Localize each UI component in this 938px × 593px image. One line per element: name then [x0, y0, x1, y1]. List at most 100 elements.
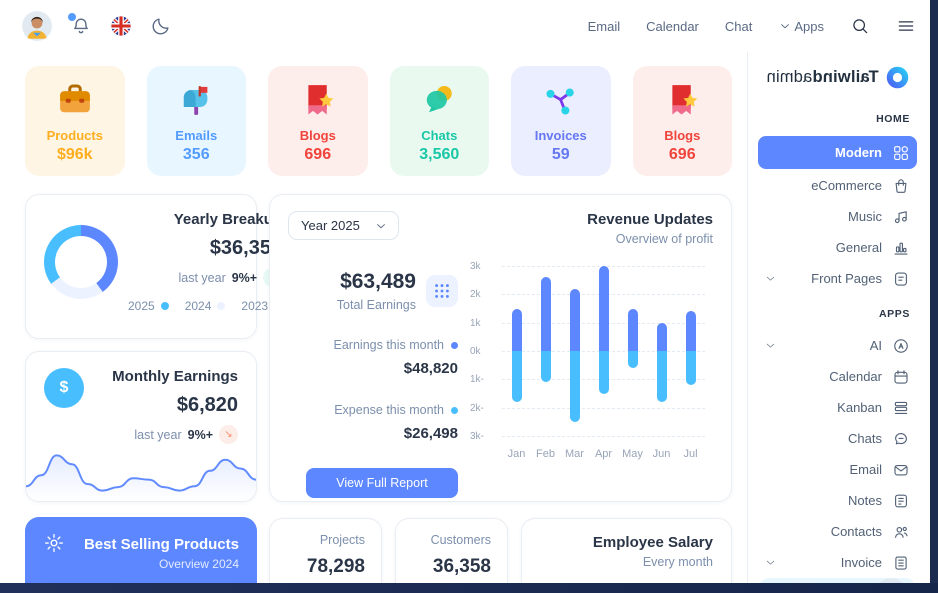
sidebar-item-kanban[interactable]: Kanban	[758, 392, 917, 423]
legend-dot	[160, 302, 169, 310]
notifications-button[interactable]	[68, 13, 92, 37]
profile-name: Mathew	[817, 581, 865, 584]
bar-chart-icon	[892, 239, 910, 257]
stat-card-label: Blogs	[664, 127, 701, 143]
bar-expense	[627, 351, 638, 368]
x-axis-label: Jul	[683, 448, 698, 460]
menu-button[interactable]	[896, 16, 916, 36]
customers-label: Customers	[430, 533, 491, 547]
sidebar-item-modern[interactable]: Modern	[758, 136, 917, 169]
chevron-down-icon	[764, 556, 777, 569]
apps-label: Apps	[794, 18, 824, 34]
y-axis-label: 2k-	[470, 402, 484, 414]
nav-link-calendar[interactable]: Calendar	[646, 18, 699, 34]
stat-card-invoices[interactable]: Invoices 59	[511, 66, 611, 176]
customers-card: Customers 36,358	[395, 518, 508, 583]
employee-salary-subtitle: Every month	[642, 555, 713, 569]
share-nodes-icon	[540, 79, 582, 121]
x-axis-label: Feb	[536, 448, 555, 460]
stat-card-emails[interactable]: Emails 356	[146, 66, 246, 176]
notification-dot	[68, 13, 76, 21]
sidebar-item-label: Kanban	[837, 400, 882, 415]
contacts-icon	[892, 523, 910, 541]
best-selling-title: Best Selling Products	[83, 536, 239, 553]
sidebar-item-contacts[interactable]: Contacts	[758, 516, 917, 547]
bar-expense	[511, 351, 522, 402]
bag-icon	[892, 177, 910, 195]
bar-jun[interactable]	[656, 266, 667, 436]
dark-mode-toggle[interactable]	[150, 15, 172, 37]
grid-line	[502, 407, 705, 409]
stat-cards-row: Products $96k Emails 356 Blogs 696 Chats 3,560 I…	[25, 66, 732, 176]
sidebar-item-calendar[interactable]: Calendar	[758, 361, 917, 392]
sidebar-item-email[interactable]: Email	[758, 454, 917, 485]
nav-link-email[interactable]: Email	[587, 18, 621, 34]
grid-icon	[892, 144, 910, 162]
stat-card-chats[interactable]: Chats 3,560	[389, 66, 489, 176]
sidebar-item-label: General	[835, 240, 882, 255]
earnings-month-value: $48,820	[403, 360, 458, 377]
bar-expense	[540, 351, 551, 383]
invoice-icon	[892, 554, 910, 572]
sidebar-item-ai[interactable]: AI	[758, 330, 917, 361]
profile-avatar	[874, 578, 908, 583]
sidebar-item-general[interactable]: General	[758, 232, 917, 263]
uk-flag-icon	[110, 15, 132, 37]
total-earnings-amount: $63,489	[340, 270, 416, 293]
bar-expense	[685, 351, 696, 385]
top-bar: Email Calendar Chat Apps	[0, 0, 930, 52]
stat-card-value: 59	[551, 145, 570, 163]
bar-apr[interactable]	[598, 266, 609, 436]
stat-card-value: 696	[304, 145, 332, 163]
nav-link-apps[interactable]: Apps	[778, 19, 824, 34]
stat-card-blogs[interactable]: Blogs 696	[268, 66, 368, 176]
stat-card-blogs[interactable]: Blogs 696	[632, 66, 732, 176]
bar-jan[interactable]	[511, 266, 522, 436]
bookmark-star-icon	[661, 79, 703, 121]
bar-jul[interactable]	[685, 266, 696, 436]
grid-dots-button[interactable]	[426, 275, 458, 307]
earnings-dot	[451, 341, 458, 349]
revenue-updates-title: Revenue Updates	[587, 211, 713, 228]
bell-icon	[70, 15, 92, 37]
search-button[interactable]	[850, 16, 870, 36]
calendar-icon	[892, 368, 910, 386]
sidebar-item-notes[interactable]: Notes	[758, 485, 917, 516]
avatar-image-icon	[22, 11, 52, 41]
trend-value: 9%+	[187, 427, 213, 442]
sidebar-item-ecommerce[interactable]: eCommerce	[758, 170, 917, 201]
y-axis-label: 1k-	[470, 374, 484, 386]
sidebar-item-label: Contacts	[830, 524, 882, 539]
profile-card[interactable]: Mathew Designer	[758, 578, 917, 583]
language-button[interactable]	[110, 15, 132, 37]
best-selling-products-card[interactable]: Best Selling Products Overview 2024	[25, 517, 257, 583]
nav-link-chat[interactable]: Chat	[724, 18, 753, 34]
user-avatar[interactable]	[22, 11, 52, 41]
stat-card-products[interactable]: Products $96k	[25, 66, 125, 176]
sidebar-item-music[interactable]: Music	[758, 201, 917, 232]
stat-card-label: Blogs	[299, 127, 336, 143]
bar-expense	[569, 351, 580, 422]
note-icon	[892, 492, 910, 510]
sidebar-item-label: Notes	[848, 493, 882, 508]
projects-card: Projects 78,298	[269, 518, 382, 583]
sidebar-item-invoice[interactable]: Invoice	[758, 547, 917, 578]
bar-feb[interactable]	[540, 266, 551, 436]
sidebar-nav: HOME Modern eCommerce Music General Front Pag…	[758, 99, 917, 578]
chevron-down-icon	[764, 272, 777, 285]
sidebar: Tailwindadmin HOME Modern eCommerce Music Ge…	[747, 52, 930, 583]
bar-mar[interactable]	[569, 266, 580, 436]
app-logo[interactable]: Tailwindadmin	[758, 66, 917, 89]
projects-label: Projects	[319, 533, 365, 547]
expense-dot	[451, 406, 458, 414]
donut-legend: 2025 2024 2023	[128, 299, 283, 313]
y-axis-label: 1k	[470, 317, 481, 329]
sidebar-item-chats[interactable]: Chats	[758, 423, 917, 454]
year-select[interactable]: Year 2025	[288, 211, 399, 240]
sidebar-item-front-pages[interactable]: Front Pages	[758, 263, 917, 294]
chevron-down-icon	[764, 339, 777, 352]
y-axis-label: 2k	[470, 289, 481, 301]
view-full-report-button[interactable]: View Full Report	[306, 468, 458, 498]
revenue-updates-subtitle: Overview of profit	[615, 232, 713, 246]
bar-may[interactable]	[627, 266, 638, 436]
